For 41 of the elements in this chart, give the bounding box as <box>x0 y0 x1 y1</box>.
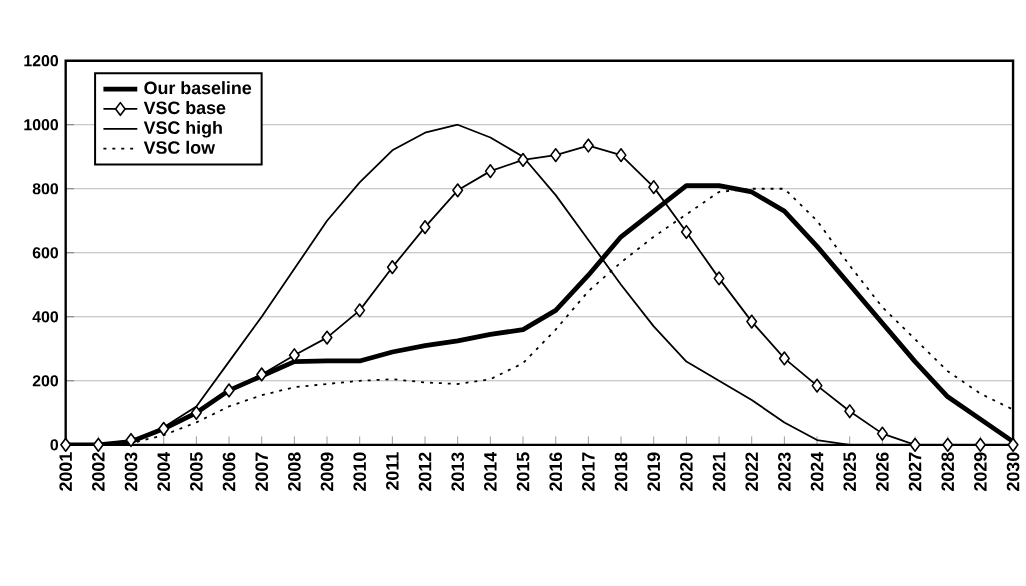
y-tick-label: 1200 <box>24 55 59 67</box>
x-tick-label: 2021 <box>712 452 726 491</box>
x-tick-label: 2010 <box>353 452 367 491</box>
x-tick-label: 2023 <box>778 452 791 491</box>
x-tick-label: 2019 <box>647 452 661 491</box>
y-tick-label: 200 <box>32 375 59 387</box>
x-tick-label: 2027 <box>908 452 922 491</box>
x-tick-label: 2024 <box>810 451 824 491</box>
x-tick-label: 2015 <box>516 452 530 491</box>
legend-label: Our baseline <box>144 81 252 95</box>
x-tick-label: 2009 <box>320 452 334 491</box>
legend-label: VSC low <box>143 140 216 154</box>
x-tick-label: 2005 <box>190 452 203 491</box>
x-tick-label: 2014 <box>484 451 497 491</box>
x-tick-label: 2012 <box>418 452 432 491</box>
legend-label: VSC base <box>143 100 226 115</box>
x-tick-label: 2026 <box>876 452 889 491</box>
x-tick-label: 2001 <box>59 452 73 491</box>
x-tick-label: 2008 <box>288 452 301 491</box>
x-tick-label: 2007 <box>255 452 269 491</box>
x-tick-label: 2003 <box>124 452 138 491</box>
y-tick-label: 600 <box>32 247 59 259</box>
x-tick-label: 2029 <box>974 452 987 491</box>
x-tick-label: 2025 <box>843 452 857 491</box>
x-tick-label: 2030 <box>1006 452 1020 491</box>
legend-label: VSC high <box>143 120 222 138</box>
x-tick-label: 2004 <box>157 451 171 491</box>
x-tick-label: 2013 <box>451 452 465 491</box>
x-tick-label: 2011 <box>386 452 399 490</box>
y-tick-label: 400 <box>32 311 59 323</box>
y-tick-label: 1000 <box>24 119 59 131</box>
x-tick-label: 2022 <box>745 452 759 491</box>
x-tick-label: 2028 <box>941 452 955 491</box>
y-tick-label: 0 <box>50 439 59 451</box>
x-tick-label: 2016 <box>549 452 563 491</box>
y-tick-label: 800 <box>32 183 59 195</box>
x-tick-label: 2017 <box>582 452 595 491</box>
x-tick-label: 2020 <box>680 452 693 491</box>
x-tick-label: 2002 <box>92 452 105 491</box>
x-tick-label: 2006 <box>222 452 236 491</box>
x-tick-label: 2018 <box>614 452 628 491</box>
